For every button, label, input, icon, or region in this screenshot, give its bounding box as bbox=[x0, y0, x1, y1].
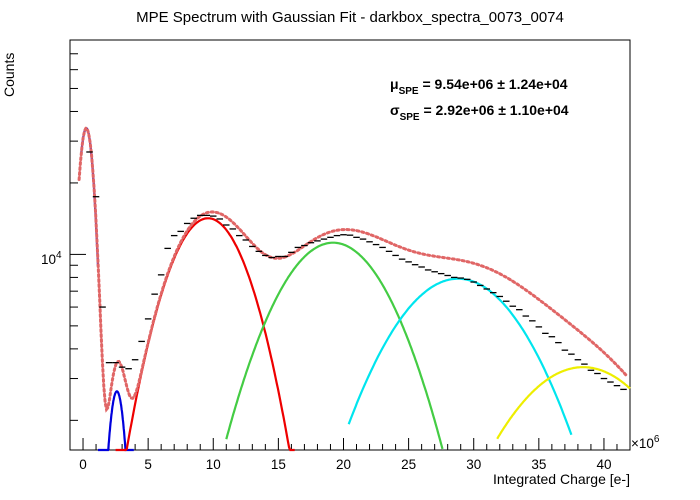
x-tick-label: 25 bbox=[401, 457, 416, 472]
y-axis-label: Counts bbox=[1, 53, 17, 97]
y-tick-base: 10 bbox=[41, 252, 56, 267]
fit-curve-pedestal_tail bbox=[98, 390, 134, 452]
sigma-subscript: SPE bbox=[400, 112, 420, 123]
fit-curve-pe2 bbox=[225, 241, 444, 450]
x-tick-label: 15 bbox=[271, 457, 286, 472]
sigma-symbol: σ bbox=[390, 102, 400, 118]
plot-area: 0 5 10 15 20 25 30 35 40 bbox=[69, 39, 631, 472]
y-tick-exp: 4 bbox=[56, 250, 62, 261]
sigma-value: = 2.92e+06 ± 1.10e+04 bbox=[420, 102, 569, 118]
mu-value: = 9.54e+06 ± 1.24e+04 bbox=[419, 76, 568, 92]
fit-curve-pe3 bbox=[347, 277, 573, 436]
mu-symbol: μ bbox=[390, 76, 399, 92]
total-fit-curve bbox=[77, 125, 629, 413]
mu-subscript: SPE bbox=[399, 86, 419, 97]
x-tick-label: 35 bbox=[531, 457, 546, 472]
chart-title: MPE Spectrum with Gaussian Fit - darkbox… bbox=[136, 9, 564, 26]
x-tick-label: 30 bbox=[466, 457, 481, 472]
x-multiplier-exp: 6 bbox=[654, 434, 660, 445]
x-multiplier-base: ×10 bbox=[631, 436, 654, 451]
fit-curve-pe4 bbox=[496, 366, 631, 440]
x-tick-label: 5 bbox=[144, 457, 152, 472]
plot-frame bbox=[69, 39, 631, 451]
fit-curve-pe1 bbox=[115, 217, 295, 452]
x-tick-label: 20 bbox=[336, 457, 351, 472]
x-tick-label: 0 bbox=[79, 457, 87, 472]
x-tick-label: 40 bbox=[596, 457, 611, 472]
x-tick-label: 10 bbox=[206, 457, 221, 472]
x-axis-label: Integrated Charge [e-] bbox=[493, 471, 630, 487]
mu-spe-annotation: μSPE = 9.54e+06 ± 1.24e+04 bbox=[390, 76, 568, 97]
x-axis-multiplier: ×106 bbox=[631, 434, 660, 451]
y-tick-label-1e4: 104 bbox=[41, 250, 62, 267]
sigma-spe-annotation: σSPE = 2.92e+06 ± 1.10e+04 bbox=[390, 102, 569, 123]
